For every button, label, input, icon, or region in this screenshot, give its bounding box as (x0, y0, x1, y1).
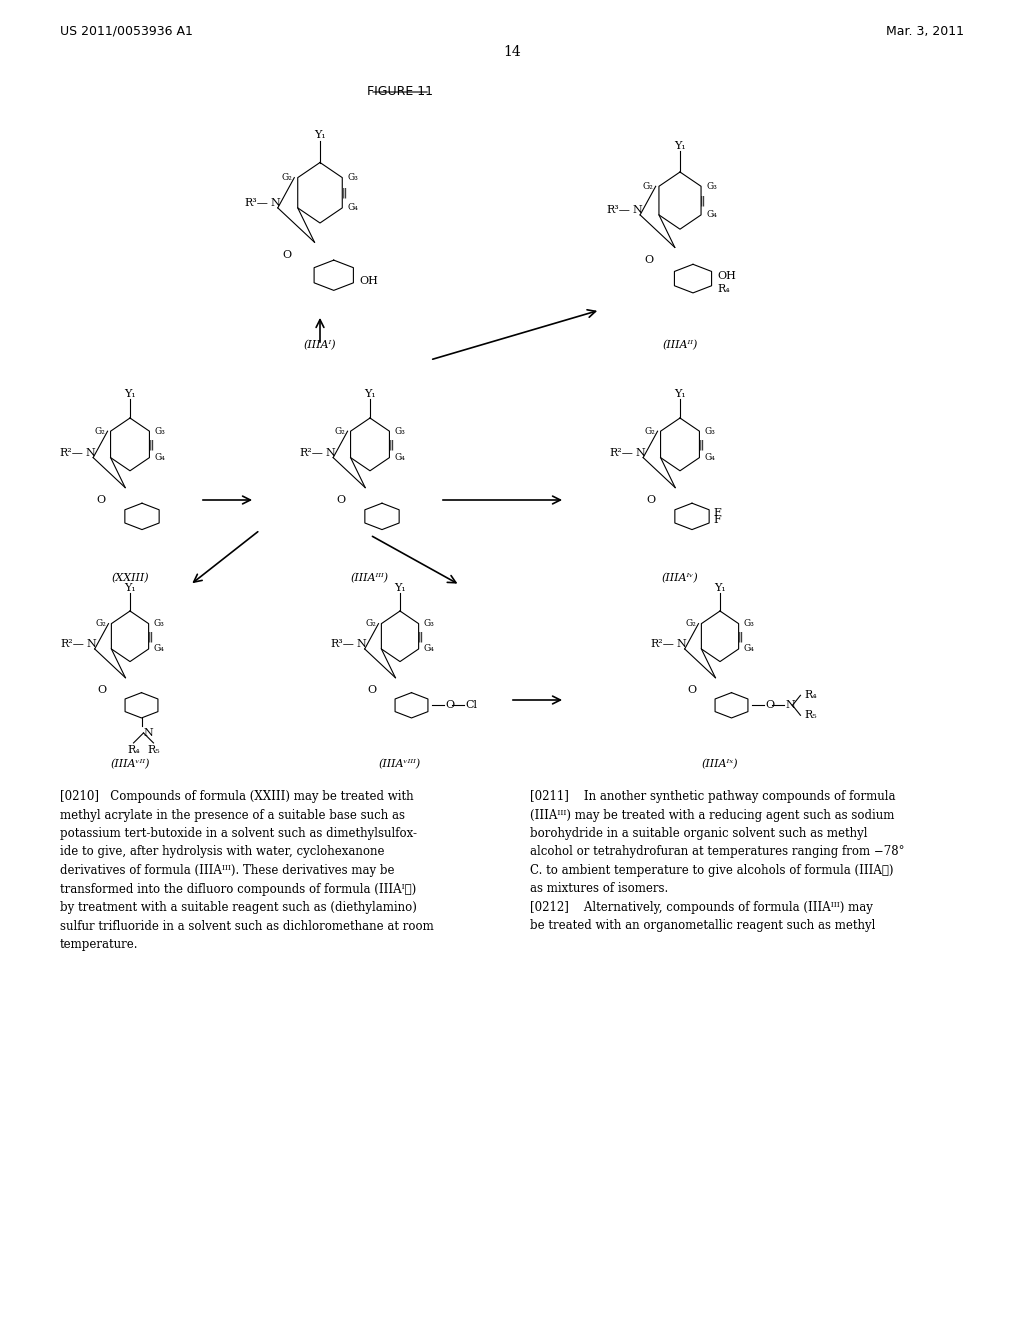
Text: (XXIII): (XXIII) (112, 573, 148, 583)
Text: (IIIAᴵᴵ): (IIIAᴵᴵ) (663, 339, 697, 350)
Text: ‖: ‖ (148, 440, 154, 450)
Text: G₄: G₄ (348, 203, 358, 213)
Text: N: N (87, 639, 96, 649)
Text: R³—: R³— (606, 205, 630, 215)
Text: G₄: G₄ (743, 644, 755, 653)
Text: R₄: R₄ (718, 284, 730, 294)
Text: G₃: G₃ (424, 619, 434, 628)
Text: N: N (677, 639, 687, 649)
Text: Y₁: Y₁ (394, 582, 406, 593)
Text: G₄: G₄ (707, 210, 717, 219)
Text: OH: OH (359, 276, 378, 285)
Text: ‖: ‖ (700, 195, 706, 206)
Text: G₃: G₃ (743, 619, 755, 628)
Text: G₄: G₄ (394, 453, 406, 462)
Text: R²—: R²— (60, 639, 85, 649)
Text: N: N (785, 701, 796, 710)
Text: FIGURE 11: FIGURE 11 (367, 84, 433, 98)
Text: G₂: G₂ (335, 426, 345, 436)
Text: O: O (646, 495, 655, 504)
Text: N: N (326, 447, 335, 458)
Text: F: F (714, 515, 722, 525)
Text: R₄: R₄ (805, 690, 817, 701)
Text: ‖: ‖ (147, 631, 154, 642)
Text: Y₁: Y₁ (674, 389, 686, 399)
Text: G₂: G₂ (643, 182, 653, 191)
Text: G₄: G₄ (155, 453, 165, 462)
Text: G₂: G₂ (645, 426, 655, 436)
Text: OH: OH (718, 271, 736, 281)
Text: R₅: R₅ (147, 744, 160, 755)
Text: (IIIAᴵˣ): (IIIAᴵˣ) (701, 759, 738, 770)
Text: 14: 14 (503, 45, 521, 59)
Text: (IIIAᵛᴵᴵᴵ): (IIIAᵛᴵᴵᴵ) (379, 759, 421, 770)
Text: (IIIAᵛᴵᴵ): (IIIAᵛᴵᴵ) (111, 759, 150, 770)
Text: ‖: ‖ (698, 440, 703, 450)
Text: O: O (445, 701, 455, 710)
Text: G₂: G₂ (282, 173, 292, 182)
Text: [0211]    In another synthetic pathway compounds of formula
(IIIAᴵᴵᴵ) may be tre: [0211] In another synthetic pathway comp… (530, 789, 904, 932)
Text: O: O (283, 251, 292, 260)
Text: Cl: Cl (466, 701, 477, 710)
Text: O: O (96, 495, 105, 504)
Text: Mar. 3, 2011: Mar. 3, 2011 (886, 25, 964, 38)
Text: Y₁: Y₁ (124, 582, 136, 593)
Text: R²—: R²— (59, 447, 83, 458)
Text: R²—: R²— (299, 447, 324, 458)
Text: (IIIAᴵ): (IIIAᴵ) (304, 339, 336, 350)
Text: Y₁: Y₁ (124, 389, 136, 399)
Text: R²—: R²— (609, 447, 633, 458)
Text: N: N (633, 205, 642, 215)
Text: G₄: G₄ (424, 644, 434, 653)
Text: R₅: R₅ (805, 710, 817, 721)
Text: O: O (98, 685, 106, 694)
Text: G₄: G₄ (705, 453, 716, 462)
Text: G₃: G₃ (705, 426, 716, 436)
Text: R³—: R³— (331, 639, 354, 649)
Text: G₃: G₃ (707, 182, 717, 191)
Text: R₄: R₄ (127, 744, 140, 755)
Text: N: N (270, 198, 280, 207)
Text: O: O (688, 685, 697, 694)
Text: Y₁: Y₁ (314, 131, 326, 140)
Text: G₃: G₃ (394, 426, 406, 436)
Text: ‖: ‖ (388, 440, 394, 450)
Text: N: N (636, 447, 645, 458)
Text: N: N (85, 447, 95, 458)
Text: G₂: G₂ (94, 426, 105, 436)
Text: O: O (337, 495, 346, 504)
Text: O: O (368, 685, 377, 694)
Text: G₂: G₂ (95, 619, 106, 628)
Text: F: F (714, 508, 722, 517)
Text: ‖: ‖ (341, 187, 347, 198)
Text: ‖: ‖ (737, 631, 743, 642)
Text: Y₁: Y₁ (714, 582, 726, 593)
Text: O: O (644, 255, 653, 265)
Text: ‖: ‖ (418, 631, 423, 642)
Text: G₂: G₂ (366, 619, 377, 628)
Text: G₃: G₃ (155, 426, 165, 436)
Text: (IIIAᴵᴵᴵ): (IIIAᴵᴵᴵ) (351, 573, 389, 583)
Text: Y₁: Y₁ (365, 389, 376, 399)
Text: G₄: G₄ (154, 644, 165, 653)
Text: O: O (766, 701, 774, 710)
Text: G₃: G₃ (348, 173, 358, 182)
Text: N: N (143, 727, 154, 738)
Text: [0210]   Compounds of formula (XXIII) may be treated with
methyl acrylate in the: [0210] Compounds of formula (XXIII) may … (60, 789, 434, 950)
Text: G₃: G₃ (154, 619, 165, 628)
Text: (IIIAᴵᵛ): (IIIAᴵᵛ) (662, 573, 698, 583)
Text: N: N (357, 639, 367, 649)
Text: R³—: R³— (244, 198, 268, 207)
Text: R²—: R²— (651, 639, 675, 649)
Text: Y₁: Y₁ (674, 141, 686, 152)
Text: US 2011/0053936 A1: US 2011/0053936 A1 (60, 25, 193, 38)
Text: G₂: G₂ (686, 619, 696, 628)
